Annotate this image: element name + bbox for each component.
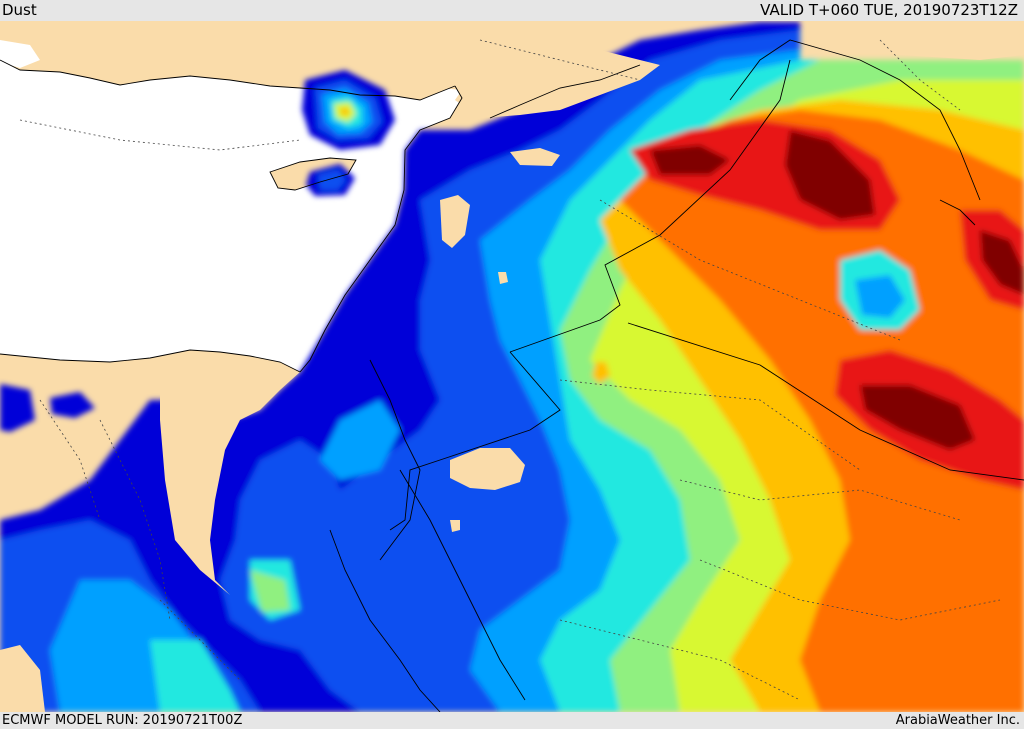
turkey-coastline xyxy=(0,59,456,101)
dust-blob-turkey-l7 xyxy=(340,108,350,116)
dust-level-10-a xyxy=(650,145,730,175)
dust-low-cell-iraq-inner xyxy=(855,275,905,318)
egypt-coast-land xyxy=(160,358,300,595)
syria-border xyxy=(489,64,641,119)
internal-borders xyxy=(19,39,1001,701)
dust-level-10-c xyxy=(860,385,975,450)
jordan-border xyxy=(389,351,561,531)
levant-coastline xyxy=(299,85,463,373)
israel-border xyxy=(369,359,421,561)
iraq-border xyxy=(509,59,791,353)
small-land-patch xyxy=(510,148,560,166)
tiny-land-patch-2 xyxy=(450,520,460,532)
map-svg xyxy=(0,21,1024,712)
borders xyxy=(0,39,1024,712)
dust-blob-cyprus-inner xyxy=(318,170,346,190)
valid-time: VALID T+060 TUE, 20190723T12Z xyxy=(760,1,1018,19)
dust-forecast-map[interactable] xyxy=(0,21,1024,712)
dust-field xyxy=(0,22,1024,712)
dust-level-1-west xyxy=(0,384,35,432)
anatolia-land xyxy=(260,21,660,118)
tiny-land-patch-1 xyxy=(498,272,508,284)
egypt-coastline xyxy=(0,349,301,373)
credit-label: ArabiaWeather Inc. xyxy=(895,713,1020,728)
dust-level-8 xyxy=(620,110,1024,712)
iran-border xyxy=(729,39,981,201)
jordan-land-patch xyxy=(450,448,525,490)
gulf-of-aqaba xyxy=(399,469,526,701)
dust-cell-sinai xyxy=(592,362,610,384)
dust-level-10-b xyxy=(785,130,875,220)
red-sea-coast xyxy=(329,529,441,712)
dust-level-3-ne xyxy=(320,400,400,480)
map-title: Dust xyxy=(2,1,37,19)
dust-level-1-west-blob xyxy=(50,392,95,418)
dust-level-5-blob xyxy=(250,570,290,612)
kuwait-border xyxy=(939,199,976,226)
small-sw-land xyxy=(0,645,45,712)
east-gulf-land xyxy=(820,21,1024,60)
dust-level-4-sw xyxy=(150,640,240,712)
model-run-label: ECMWF MODEL RUN: 20190721T00Z xyxy=(2,713,243,728)
dust-level-10-d xyxy=(980,230,1024,295)
footer-bar: ECMWF MODEL RUN: 20190721T00Z ArabiaWeat… xyxy=(0,712,1024,729)
title-bar: Dust VALID T+060 TUE, 20190723T12Z xyxy=(0,0,1024,21)
anatolia-land-north xyxy=(0,21,380,45)
lebanon-land-patch xyxy=(440,195,470,248)
aegean-coast xyxy=(0,40,40,68)
cyprus-coastline xyxy=(269,157,357,191)
saudi-border xyxy=(627,322,1024,481)
